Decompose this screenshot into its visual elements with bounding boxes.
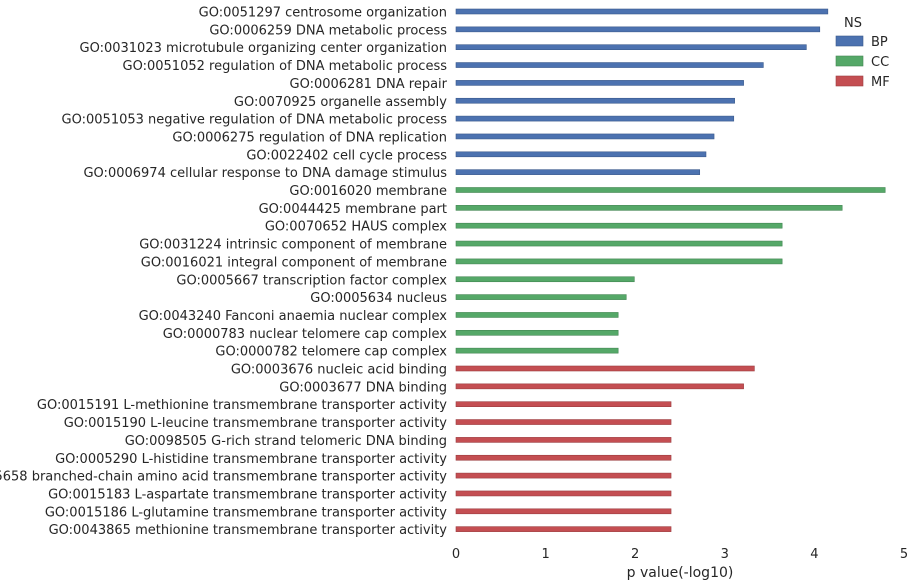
bar-1: [455, 8, 829, 15]
legend-label-bp: BP: [871, 35, 888, 50]
x-axis-title: p value(-log10): [627, 565, 734, 581]
bar-20: [455, 347, 619, 354]
category-label: GO:0051297 centrosome organization: [199, 6, 447, 21]
bar-2: [455, 26, 821, 33]
bar-3: [455, 44, 807, 51]
bar-14: [455, 240, 783, 247]
bar-12: [455, 205, 843, 211]
category-label: GO:0006259 DNA metabolic process: [209, 23, 447, 38]
category-label: GO:0000782 telomere cap complex: [215, 345, 447, 360]
category-label: GO:0005290 L-histidine transmembrane tra…: [55, 452, 447, 467]
legend: NS BP CC MF: [835, 16, 890, 90]
bar-27: [455, 472, 672, 479]
category-label: GO:0003676 nucleic acid binding: [231, 363, 447, 378]
category-labels: GO:0051297 centrosome organization GO:000…: [0, 6, 448, 539]
category-label: GO:0016021 integral component of membran…: [141, 255, 447, 270]
bar-4: [455, 62, 764, 68]
category-label: GO:0003677 DNA binding: [279, 380, 447, 395]
x-tick-label: 2: [631, 547, 639, 562]
bar-29: [455, 508, 672, 515]
category-label: GO:0015191 L-methionine transmembrane tr…: [37, 398, 447, 413]
category-label: GO:0043240 Fanconi anaemia nuclear compl…: [139, 309, 448, 324]
legend-swatch-cc: [835, 55, 864, 67]
x-axis-ticks: 0 1 2 3 4 5: [452, 547, 908, 562]
category-label: GO:0015186 L-glutamine transmembrane tra…: [45, 505, 447, 520]
bar-17: [455, 294, 627, 300]
category-label: GO:0000783 nuclear telomere cap complex: [163, 327, 448, 342]
category-label: GO:0031023 microtubule organizing center…: [80, 41, 447, 56]
category-label: GO:0051052 regulation of DNA metabolic p…: [123, 59, 448, 74]
x-tick-label: 3: [721, 547, 729, 562]
legend-swatch-bp: [835, 35, 864, 47]
bar-5: [455, 80, 744, 86]
bar-7: [455, 115, 735, 122]
category-label: GO:0070652 HAUS complex: [265, 220, 447, 235]
legend-label-mf: MF: [871, 75, 890, 90]
legend-label-cc: CC: [871, 55, 889, 70]
category-label: GO:0044425 membrane part: [259, 202, 447, 217]
x-tick-label: 4: [810, 547, 818, 562]
bar-6: [455, 97, 735, 104]
category-label: GO:0043865 methionine transmembrane tran…: [49, 523, 448, 538]
category-label: GO:0022402 cell cycle process: [246, 148, 447, 163]
category-label: GO:0070925 organelle assembly: [234, 95, 447, 110]
category-label: GO:0015190 L-leucine transmembrane trans…: [64, 416, 448, 431]
bar-18: [455, 312, 619, 318]
category-label: GO:0015183 L-aspartate transmembrane tra…: [48, 487, 447, 502]
category-label: GO:0005634 nucleus: [310, 291, 447, 306]
category-label: GO:0031224 intrinsic component of membra…: [139, 238, 447, 253]
bar-26: [455, 454, 672, 461]
bar-9: [455, 151, 707, 158]
bar-15: [455, 258, 783, 265]
x-tick-label: 5: [900, 547, 908, 562]
x-tick-label: 0: [452, 547, 460, 562]
bar-21: [455, 365, 755, 372]
category-label: GO:0016020 membrane: [289, 184, 447, 199]
category-label: GO:0006275 regulation of DNA replication: [172, 130, 447, 145]
bar-13: [455, 222, 783, 229]
legend-swatch-mf: [835, 75, 864, 87]
bar-24: [455, 419, 672, 425]
bar-30: [455, 526, 672, 532]
x-tick-label: 1: [541, 547, 549, 562]
category-label: GO:0005667 transcription factor complex: [176, 273, 447, 288]
bar-16: [455, 276, 635, 283]
bar-10: [455, 169, 701, 175]
category-label: GO:0098505 G-rich strand telomeric DNA b…: [125, 434, 447, 449]
bar-8: [455, 133, 715, 140]
bar-25: [455, 437, 672, 443]
bar-23: [455, 401, 672, 408]
bar-11: [455, 187, 886, 193]
category-label: GO:0015658 branched-chain amino acid tra…: [0, 470, 447, 485]
category-label: GO:0051053 negative regulation of DNA me…: [62, 113, 448, 128]
bar-22: [455, 383, 744, 390]
category-label: GO:0006281 DNA repair: [290, 77, 448, 92]
legend-title: NS: [844, 16, 862, 31]
category-label: GO:0006974 cellular response to DNA dama…: [83, 166, 447, 181]
bar-19: [455, 329, 619, 336]
bars: [455, 8, 886, 532]
bar-28: [455, 490, 672, 497]
